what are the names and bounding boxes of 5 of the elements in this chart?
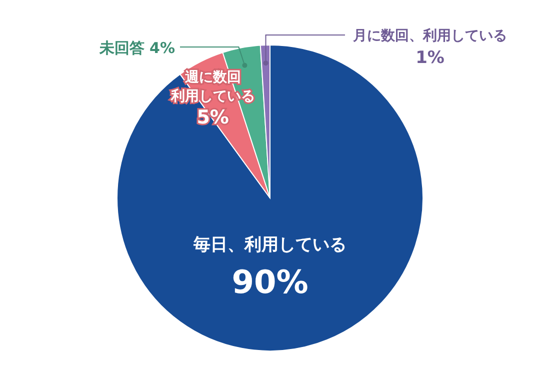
slice-label: 未回答 4% xyxy=(98,39,175,57)
data-label: 90% xyxy=(232,263,308,301)
slice-label: 毎日、利用している xyxy=(192,235,346,255)
data-label: 1% xyxy=(416,48,444,68)
slice-label: 月に数回、利用している xyxy=(352,28,507,44)
